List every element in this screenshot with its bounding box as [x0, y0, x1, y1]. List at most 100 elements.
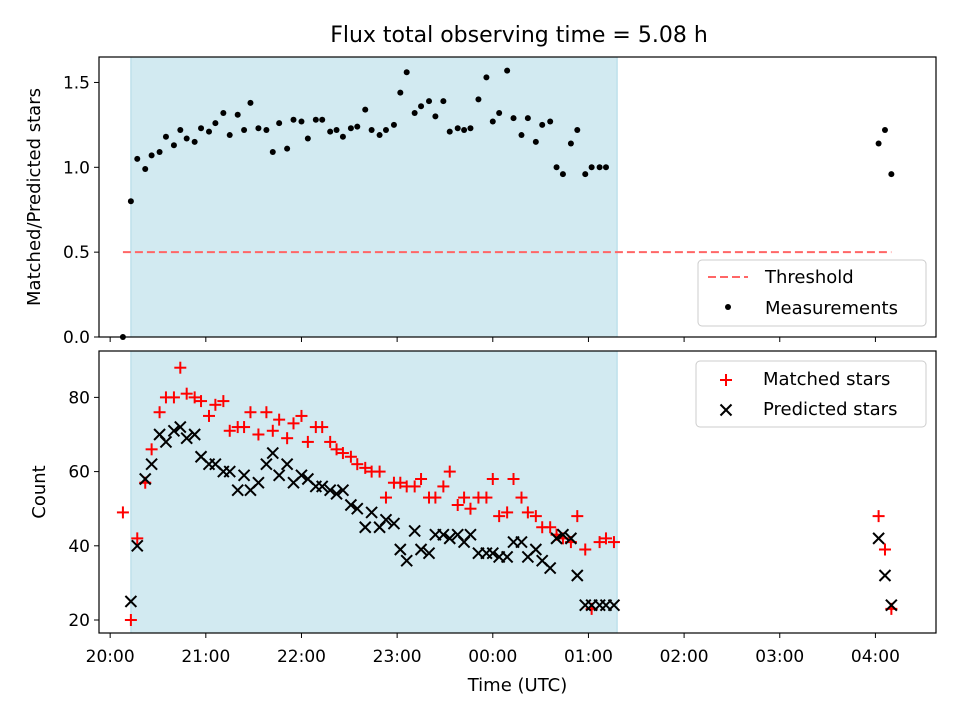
predicted-star-point: [323, 483, 337, 497]
measurement-point: [247, 99, 254, 106]
predicted-star-point: [266, 446, 279, 460]
predicted-star-point: [124, 595, 138, 608]
predicted-star-point: [336, 483, 350, 497]
measurement-point: [382, 126, 389, 133]
matched-star-point: [521, 506, 534, 519]
predicted-x-b: [885, 598, 898, 612]
predicted-x-b: [266, 446, 279, 460]
predicted-x-b: [414, 543, 428, 556]
predicted-x-b: [422, 547, 436, 560]
measurement-point: [234, 111, 241, 118]
predicted-star-point: [464, 528, 477, 541]
measurement-point: [333, 126, 340, 133]
predicted-star-point: [188, 428, 201, 441]
measurement-point: [312, 116, 319, 123]
matched-star-point: [301, 435, 314, 448]
predicted-x-b: [167, 424, 181, 437]
matched-star-point: [266, 424, 279, 437]
matched-star-point: [167, 391, 180, 404]
measurement-point: [475, 96, 482, 103]
measurement-point: [489, 118, 496, 125]
predicted-star-point: [515, 535, 528, 549]
matched-star-point: [287, 417, 300, 430]
matched-star-point: [330, 443, 343, 456]
matched-star-point: [324, 435, 337, 448]
plot-frame: [98, 350, 937, 634]
predicted-star-point: [260, 457, 273, 471]
predicted-star-point: [252, 476, 265, 489]
predicted-star-point: [400, 554, 413, 567]
measurement-point: [162, 133, 169, 140]
matched-star-point: [344, 450, 357, 463]
figure-title: Flux total observing time = 5.08 h: [330, 23, 708, 48]
predicted-star-point: [365, 506, 378, 519]
matched-star-point: [571, 510, 584, 523]
measurement-point: [368, 126, 375, 133]
observing-window: [130, 56, 618, 338]
predicted-x-b: [365, 506, 378, 519]
matched-star-point: [394, 476, 407, 489]
count-panel: 20 40 60 80 Count Matched stars Predicted star…: [29, 350, 937, 638]
matched-star-point: [451, 498, 464, 511]
measurement-point: [881, 126, 888, 133]
predicted-x-b: [536, 554, 549, 567]
x-tick-label: 02:00: [660, 647, 709, 667]
legend-matched-label: Matched stars: [763, 369, 890, 390]
measurement-point: [567, 140, 574, 147]
matched-star-point: [281, 432, 294, 445]
y-axis-label: Matched/Predicted stars: [24, 88, 45, 306]
x-tick-label: 04:00: [851, 647, 900, 667]
measurement-point: [327, 128, 334, 135]
measurement-point: [510, 115, 517, 122]
matched-star-point: [501, 506, 514, 519]
matched-star-point: [203, 409, 216, 422]
measurement-point: [255, 125, 262, 132]
matched-star-point: [188, 391, 201, 404]
predicted-star-point: [443, 532, 456, 545]
matched-star-point: [145, 443, 158, 456]
measurement-point: [142, 166, 149, 172]
predicted-x-b: [252, 476, 265, 489]
y-tick-label: 40: [68, 537, 90, 557]
y-tick-label: 1.5: [63, 73, 90, 93]
measurement-point: [390, 121, 397, 128]
predicted-x-b: [159, 435, 173, 449]
predicted-x-b: [237, 469, 251, 482]
measurement-point: [602, 164, 609, 171]
predicted-x-b: [272, 469, 286, 482]
x-axis-label: Time (UTC): [467, 675, 568, 696]
measurement-point: [553, 164, 560, 171]
y-axis-label: Count: [29, 465, 50, 518]
measurement-point: [504, 67, 511, 74]
matched-star-point: [244, 406, 257, 419]
x-tick-label: 20:00: [86, 647, 135, 667]
predicted-x-b: [174, 420, 187, 434]
matched-star-point: [336, 447, 349, 460]
predicted-star-point: [315, 480, 329, 493]
predicted-x-b: [550, 532, 563, 545]
measurement-point: [156, 149, 163, 156]
x-tick-label: 01:00: [564, 647, 613, 667]
matched-star-point: [209, 398, 222, 411]
y-tick-label: 20: [68, 611, 90, 631]
predicted-star-point: [180, 431, 193, 445]
predicted-x-b: [387, 517, 401, 530]
predicted-x-b: [486, 547, 499, 560]
predicted-star-point: [529, 543, 543, 556]
predicted-star-point: [564, 532, 578, 545]
predicted-star-point: [408, 524, 421, 538]
legend-threshold-label: Threshold: [764, 267, 854, 288]
predicted-x-b: [443, 532, 456, 545]
x-tick-label: 22:00: [277, 647, 326, 667]
matched-star-point: [429, 491, 442, 504]
matched-star-point: [116, 506, 129, 519]
matched-star-point: [153, 406, 166, 419]
measurement-point: [220, 110, 227, 116]
predicted-x-b: [188, 428, 201, 441]
measurement-point: [148, 152, 155, 159]
predicted-x-b: [408, 524, 421, 538]
predicted-x-b: [400, 554, 413, 567]
measurement-point: [170, 142, 177, 149]
measurement-point: [183, 135, 190, 142]
matched-star-point: [480, 491, 493, 504]
